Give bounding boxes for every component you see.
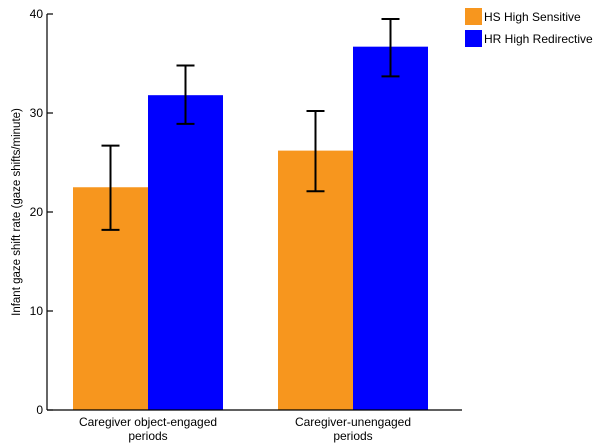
y-tick-label: 0 xyxy=(36,403,43,417)
x-category-label: Caregiver-unengaged periods xyxy=(295,415,411,443)
y-axis-label: Infant gaze shift rate (gaze shifts/minu… xyxy=(11,108,23,316)
legend-swatch xyxy=(465,30,482,47)
y-tick-label: 30 xyxy=(30,106,44,120)
legend-label: HR High Redirective xyxy=(484,32,593,46)
x-category-label-line: Caregiver-unengaged xyxy=(295,415,411,429)
legend-label: HS High Sensitive xyxy=(484,10,581,24)
bar xyxy=(148,95,223,411)
bar xyxy=(278,150,353,410)
error-bars-group xyxy=(101,17,400,231)
legend: HS High Sensitive HR High Redirective xyxy=(465,8,593,47)
y-tick-label: 40 xyxy=(30,7,44,21)
bar xyxy=(353,46,428,411)
y-tick-label: 20 xyxy=(30,205,44,219)
x-category-label: Caregiver object-engaged periods xyxy=(79,415,217,443)
x-labels-group: Caregiver object-engaged periodsCaregiver… xyxy=(79,415,411,443)
x-category-label-line: Caregiver object-engaged xyxy=(79,415,217,429)
legend-swatch xyxy=(465,8,482,25)
y-tick-label: 10 xyxy=(30,304,44,318)
bars-group xyxy=(73,46,428,411)
x-category-label-line: periods xyxy=(333,429,372,443)
x-category-label-line: periods xyxy=(128,429,167,443)
y-ticks-group: 0 10 20 30 40 xyxy=(30,7,53,417)
